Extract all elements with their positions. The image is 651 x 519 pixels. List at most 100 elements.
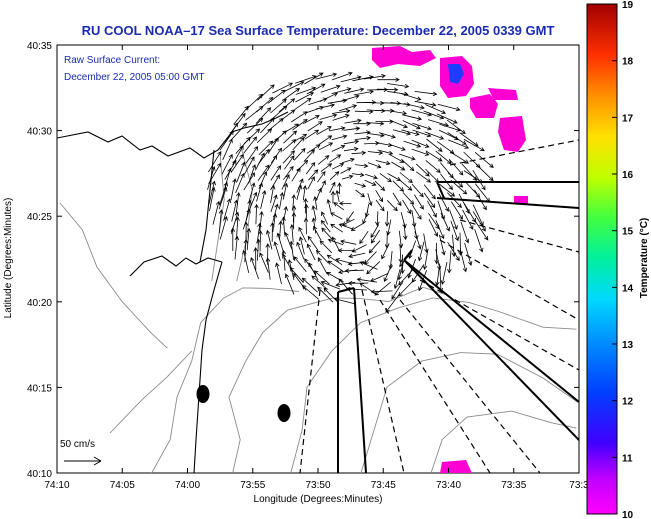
current-vector xyxy=(338,104,358,112)
current-vector xyxy=(449,209,458,230)
contour-line xyxy=(59,202,168,349)
current-vector xyxy=(403,103,425,110)
current-vector xyxy=(389,144,406,151)
current-vector xyxy=(450,220,459,242)
current-vector xyxy=(354,163,369,168)
current-vector xyxy=(399,153,416,161)
current-vector xyxy=(331,71,353,81)
current-vector xyxy=(283,165,294,180)
current-vector xyxy=(245,93,263,111)
current-vector xyxy=(367,150,384,155)
radar-beam xyxy=(449,139,579,166)
current-vector xyxy=(305,161,316,175)
radar-beam xyxy=(353,287,367,473)
colorbar-tick-label: 10 xyxy=(622,510,634,519)
current-vector xyxy=(435,220,445,240)
current-vector xyxy=(257,84,275,101)
current-vector xyxy=(474,151,494,168)
x-tick-label: 74:05 xyxy=(110,480,135,491)
current-vector xyxy=(422,249,429,271)
current-vector xyxy=(311,275,328,290)
radar-beam xyxy=(436,181,445,199)
current-vector xyxy=(279,191,285,210)
current-vector xyxy=(230,178,237,201)
current-vector xyxy=(338,201,352,206)
current-vector xyxy=(267,137,279,154)
colorbar-tick-label: 15 xyxy=(622,227,634,238)
current-vector xyxy=(315,249,329,264)
current-vector xyxy=(447,241,460,262)
current-vector xyxy=(411,204,422,220)
current-vector xyxy=(411,148,430,156)
radar-beam xyxy=(299,289,321,473)
current-vector xyxy=(307,121,323,132)
current-vector xyxy=(243,156,255,175)
current-vector xyxy=(366,121,385,126)
radar-beam xyxy=(419,279,579,371)
current-vector xyxy=(402,120,421,130)
current-vector xyxy=(462,209,474,230)
current-vector xyxy=(399,179,413,191)
current-vector xyxy=(446,119,466,134)
sst-patch xyxy=(488,88,518,100)
current-vector xyxy=(208,180,216,205)
current-vector xyxy=(359,261,378,270)
current-vector xyxy=(332,113,350,121)
current-vector xyxy=(375,190,384,203)
current-vector xyxy=(270,194,278,213)
y-tick-label: 40:25 xyxy=(27,212,52,223)
current-vector xyxy=(304,203,309,220)
current-vector xyxy=(346,211,355,223)
current-vector xyxy=(296,241,305,260)
current-vector xyxy=(292,119,308,131)
current-vector xyxy=(415,163,430,177)
current-vector xyxy=(258,230,263,252)
current-vector xyxy=(439,234,446,256)
current-vectors xyxy=(207,71,494,313)
current-vector xyxy=(295,86,317,95)
current-vector xyxy=(392,129,412,136)
current-vector xyxy=(258,140,274,156)
current-vector xyxy=(437,103,461,112)
current-vector xyxy=(414,231,422,250)
current-vector xyxy=(270,184,276,204)
current-vector xyxy=(379,173,392,183)
current-vector xyxy=(219,130,234,151)
current-vector xyxy=(402,114,423,121)
current-vector xyxy=(327,238,344,246)
current-vector xyxy=(364,173,378,180)
x-tick-label: 74:10 xyxy=(44,480,69,491)
current-vector xyxy=(340,94,360,102)
current-vector xyxy=(259,252,269,273)
current-vector xyxy=(315,103,336,110)
current-vector xyxy=(208,150,222,173)
current-vector xyxy=(224,122,239,143)
current-vector xyxy=(331,134,348,141)
x-axis-label: Longitude (Degrees:Minutes) xyxy=(254,494,383,505)
sst-patch xyxy=(372,46,436,68)
current-vector xyxy=(450,151,469,164)
current-vector xyxy=(393,269,401,290)
scale-arrow xyxy=(64,456,102,466)
mooring-marker xyxy=(196,385,210,403)
sst-patch xyxy=(470,94,498,118)
current-vector xyxy=(435,150,452,165)
current-vector xyxy=(335,281,356,287)
current-vector xyxy=(317,286,334,303)
current-vector xyxy=(230,211,240,234)
contour-line xyxy=(228,286,448,473)
current-vector xyxy=(289,223,295,243)
current-vector xyxy=(474,189,487,211)
current-vector xyxy=(359,282,378,296)
current-vector xyxy=(296,178,304,193)
current-vector xyxy=(386,200,398,212)
chart-title: RU COOL NOAA–17 Sea Surface Temperature:… xyxy=(82,23,555,38)
current-vector xyxy=(270,222,275,242)
current-vector xyxy=(276,232,284,252)
sst-patches xyxy=(372,46,528,473)
current-vector xyxy=(230,227,236,251)
current-vector xyxy=(331,163,345,170)
x-tick-label: 73:55 xyxy=(240,480,265,491)
current-vector xyxy=(348,252,366,259)
